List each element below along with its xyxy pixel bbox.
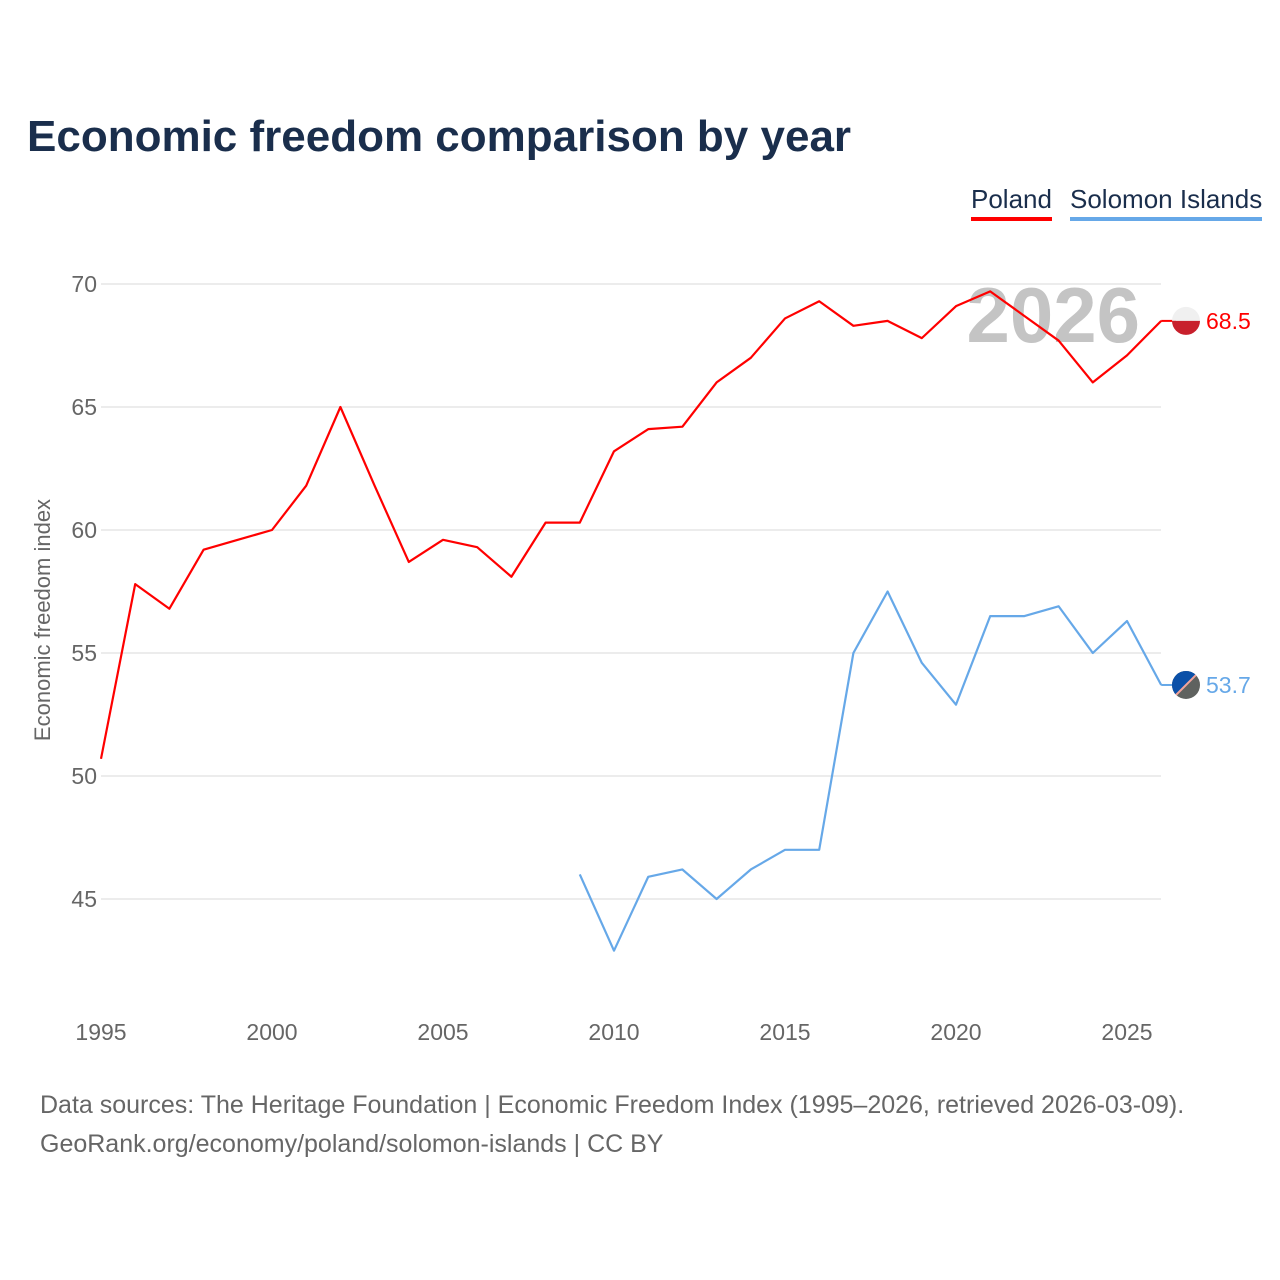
flag-poland-icon (1172, 306, 1200, 321)
series-line-solomon-islands (578, 590, 1163, 952)
series-line-poland (99, 290, 1162, 759)
year-watermark: 2026 (966, 271, 1140, 359)
flag-stripe (1175, 674, 1197, 696)
y-tick-label: 45 (71, 886, 97, 912)
y-tick-label: 65 (71, 394, 97, 420)
legend-label: Solomon Islands (1070, 184, 1263, 214)
y-tick-label: 50 (71, 763, 97, 789)
source-note: Data sources: The Heritage Foundation | … (40, 1086, 1184, 1164)
legend-item-poland[interactable]: Poland (971, 184, 1052, 221)
x-tick-label: 2000 (246, 1019, 297, 1045)
source-line-1: Data sources: The Heritage Foundation | … (40, 1091, 1185, 1119)
flag-poland-icon (1172, 320, 1200, 335)
end-value-label: 68.5 (1206, 308, 1251, 334)
y-tick-label: 55 (71, 640, 97, 666)
legend-item-solomon-islands[interactable]: Solomon Islands (1070, 184, 1263, 221)
end-value-label: 53.7 (1206, 672, 1251, 698)
x-tick-label: 2010 (588, 1019, 639, 1045)
x-tick-label: 2015 (759, 1019, 810, 1045)
x-tick-label: 2005 (417, 1019, 468, 1045)
source-line-2: GeoRank.org/economy/poland/solomon-islan… (40, 1130, 664, 1158)
flag-solomon-islands-icon (1172, 670, 1196, 695)
chart-title: Economic freedom comparison by year (27, 112, 852, 161)
y-tick-label: 60 (71, 517, 97, 543)
x-tick-label: 2020 (930, 1019, 981, 1045)
x-tick-label: 2025 (1101, 1019, 1152, 1045)
y-axis-label: Economic freedom index (30, 499, 55, 741)
x-tick-label: 1995 (75, 1019, 126, 1045)
legend-label: Poland (971, 184, 1052, 214)
y-tick-label: 70 (71, 271, 97, 297)
